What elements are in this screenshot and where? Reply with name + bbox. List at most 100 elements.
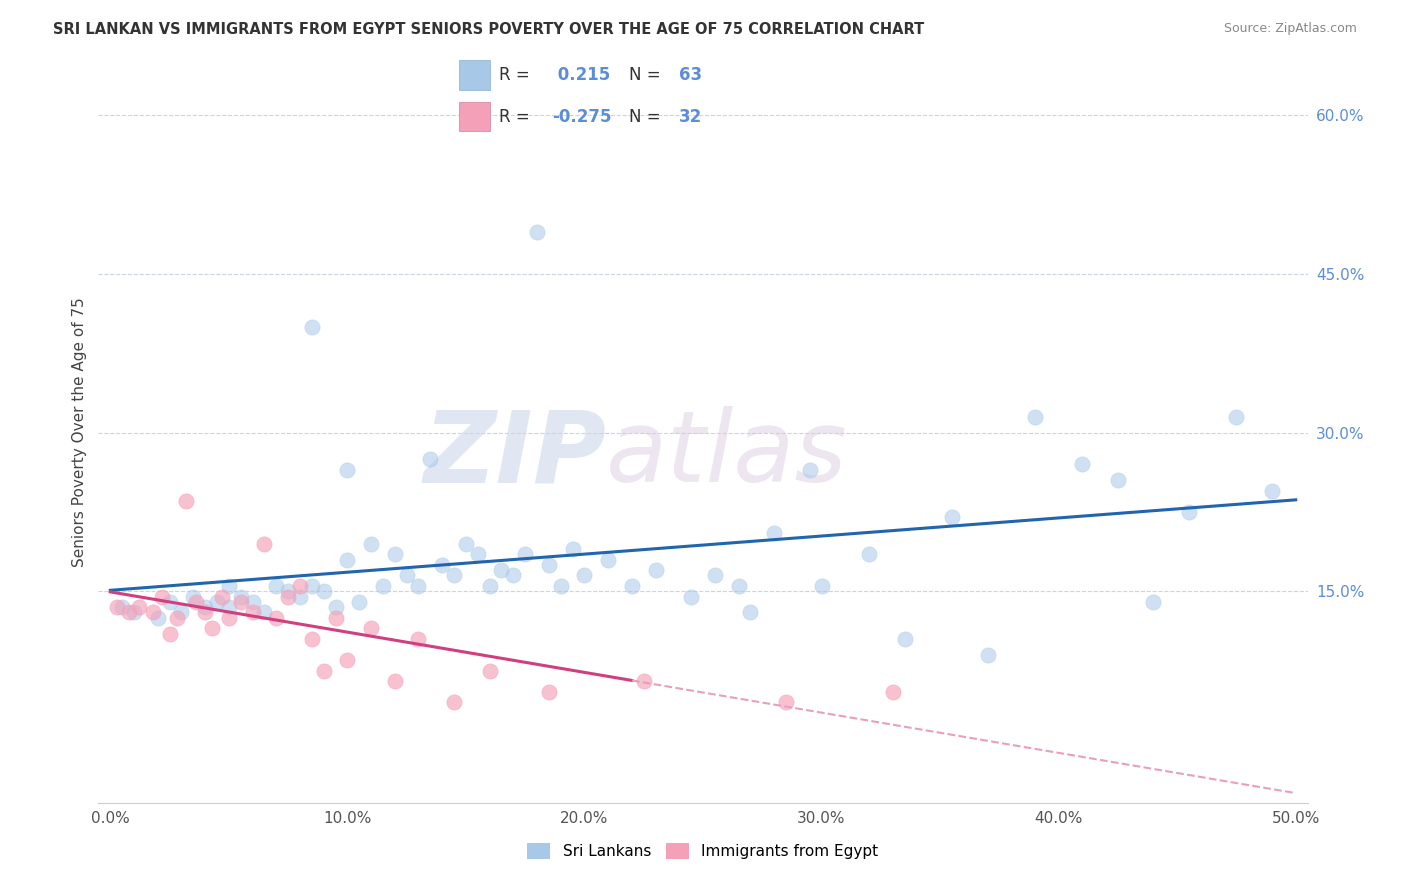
Point <box>336 552 359 566</box>
Point <box>976 648 998 662</box>
Point <box>312 584 335 599</box>
Point <box>882 685 904 699</box>
Point <box>633 674 655 689</box>
Point <box>360 621 382 635</box>
Point <box>620 579 643 593</box>
Point <box>166 611 188 625</box>
Point <box>703 568 725 582</box>
Point <box>152 590 174 604</box>
Point <box>122 606 145 620</box>
Point <box>727 579 749 593</box>
Point <box>146 611 169 625</box>
Point <box>264 611 287 625</box>
Legend: Sri Lankans, Immigrants from Egypt: Sri Lankans, Immigrants from Egypt <box>522 838 884 865</box>
Point <box>858 547 880 561</box>
Point <box>1142 595 1164 609</box>
Text: 0.215: 0.215 <box>553 66 610 84</box>
Point <box>537 558 560 572</box>
Point <box>288 579 311 593</box>
Point <box>159 595 181 609</box>
Point <box>336 462 359 476</box>
Point <box>301 579 323 593</box>
Point <box>395 568 418 582</box>
Text: SRI LANKAN VS IMMIGRANTS FROM EGYPT SENIORS POVERTY OVER THE AGE OF 75 CORRELATI: SRI LANKAN VS IMMIGRANTS FROM EGYPT SENI… <box>53 22 925 37</box>
Point <box>312 664 335 678</box>
Point <box>142 606 165 620</box>
Point <box>218 600 240 615</box>
Point <box>194 600 217 615</box>
Point <box>408 632 430 646</box>
Point <box>242 595 264 609</box>
Text: ZIP: ZIP <box>423 407 606 503</box>
Point <box>253 537 276 551</box>
Point <box>336 653 359 667</box>
Point <box>277 590 299 604</box>
Point <box>253 606 276 620</box>
Point <box>432 558 454 572</box>
Point <box>681 590 703 604</box>
Point <box>325 611 347 625</box>
Point <box>941 510 963 524</box>
Point <box>229 590 252 604</box>
Point <box>443 568 465 582</box>
Point <box>1225 409 1247 424</box>
Point <box>205 595 228 609</box>
Point <box>128 600 150 615</box>
Point <box>644 563 666 577</box>
Point <box>775 695 797 709</box>
Point <box>211 590 233 604</box>
Point <box>201 621 224 635</box>
Text: N =: N = <box>630 66 661 84</box>
Point <box>360 537 382 551</box>
Point <box>1178 505 1201 519</box>
Point <box>181 590 204 604</box>
Point <box>277 584 299 599</box>
Point <box>893 632 915 646</box>
Point <box>467 547 489 561</box>
Point <box>799 462 821 476</box>
Point <box>264 579 287 593</box>
Point <box>810 579 832 593</box>
Point <box>218 611 240 625</box>
Text: 32: 32 <box>679 108 702 126</box>
Point <box>229 595 252 609</box>
Point <box>515 547 537 561</box>
Point <box>408 579 430 593</box>
Point <box>194 606 217 620</box>
Point <box>301 319 323 334</box>
Point <box>184 595 207 609</box>
Point <box>598 552 620 566</box>
Point <box>118 606 141 620</box>
Point <box>454 537 477 551</box>
Point <box>1107 473 1129 487</box>
Point <box>174 494 197 508</box>
Point <box>443 695 465 709</box>
Point <box>419 452 441 467</box>
Bar <box>460 61 491 90</box>
Point <box>574 568 596 582</box>
Point <box>502 568 524 582</box>
Point <box>218 579 240 593</box>
Point <box>526 225 548 239</box>
Point <box>384 547 406 561</box>
Point <box>170 606 193 620</box>
Text: -0.275: -0.275 <box>553 108 612 126</box>
Point <box>242 606 264 620</box>
Point <box>740 606 762 620</box>
Point <box>491 563 513 577</box>
Point <box>1261 483 1284 498</box>
Point <box>384 674 406 689</box>
Text: R =: R = <box>499 66 530 84</box>
Point <box>301 632 323 646</box>
Point <box>1024 409 1046 424</box>
Point <box>105 600 128 615</box>
Point <box>1071 458 1094 472</box>
Point <box>288 590 311 604</box>
Point <box>371 579 394 593</box>
Point <box>478 579 501 593</box>
Point <box>763 526 786 541</box>
Text: atlas: atlas <box>606 407 848 503</box>
Text: R =: R = <box>499 108 530 126</box>
Text: 63: 63 <box>679 66 702 84</box>
Text: N =: N = <box>630 108 661 126</box>
